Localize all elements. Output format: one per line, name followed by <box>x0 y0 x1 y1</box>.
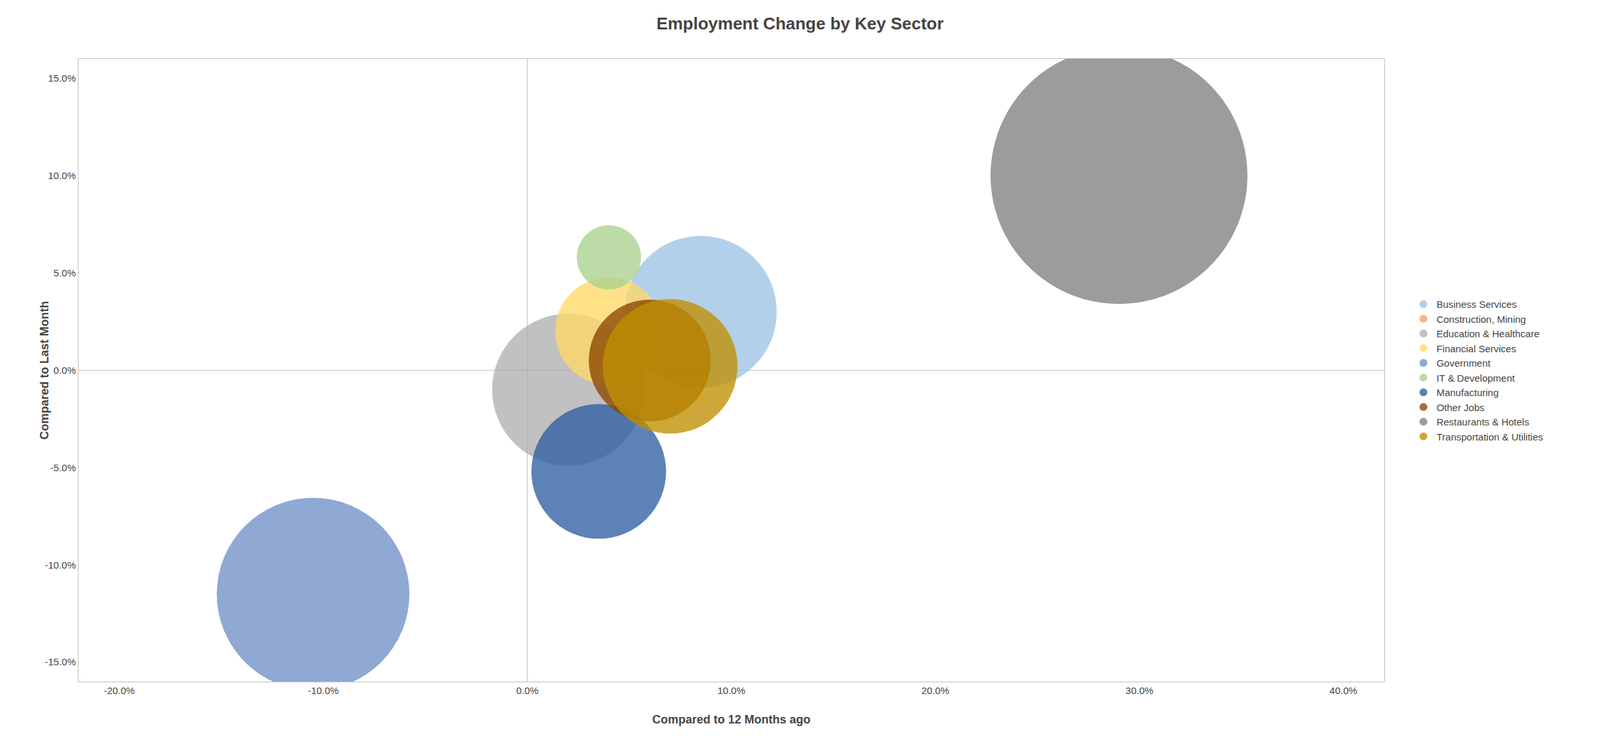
svg-text:-10.0%: -10.0% <box>307 685 340 697</box>
svg-text:20.0%: 20.0% <box>921 685 950 697</box>
svg-text:Government: Government <box>1436 357 1491 369</box>
svg-text:10.0%: 10.0% <box>47 170 76 182</box>
svg-text:Construction, Mining: Construction, Mining <box>1436 313 1527 325</box>
svg-text:Financial Services: Financial Services <box>1436 343 1517 355</box>
svg-text:15.0%: 15.0% <box>47 72 76 84</box>
svg-text:Education & Healthcare: Education & Healthcare <box>1436 328 1540 340</box>
svg-text:Business Services: Business Services <box>1436 298 1517 310</box>
svg-text:Compared to 12 Months ago: Compared to 12 Months ago <box>651 713 811 727</box>
svg-text:-15.0%: -15.0% <box>44 656 76 668</box>
svg-text:-20.0%: -20.0% <box>103 685 136 697</box>
svg-text:0.0%: 0.0% <box>53 364 76 376</box>
svg-text:Transportation & Utilities: Transportation & Utilities <box>1436 431 1544 443</box>
svg-text:Compared to Last Month: Compared to Last Month <box>37 301 52 441</box>
svg-text:0.0%: 0.0% <box>515 685 539 697</box>
svg-text:10.0%: 10.0% <box>717 685 746 697</box>
svg-text:Manufacturing: Manufacturing <box>1436 387 1499 399</box>
svg-text:IT & Development: IT & Development <box>1436 372 1516 384</box>
svg-text:40.0%: 40.0% <box>1329 685 1358 697</box>
svg-text:5.0%: 5.0% <box>53 267 76 279</box>
svg-text:Employment Change by Key Secto: Employment Change by Key Sector <box>656 13 944 34</box>
svg-text:Other Jobs: Other Jobs <box>1436 402 1485 414</box>
svg-text:-5.0%: -5.0% <box>50 462 76 474</box>
svg-text:30.0%: 30.0% <box>1125 685 1154 697</box>
svg-text:-10.0%: -10.0% <box>44 559 76 571</box>
svg-text:Restaurants & Hotels: Restaurants & Hotels <box>1436 416 1530 428</box>
